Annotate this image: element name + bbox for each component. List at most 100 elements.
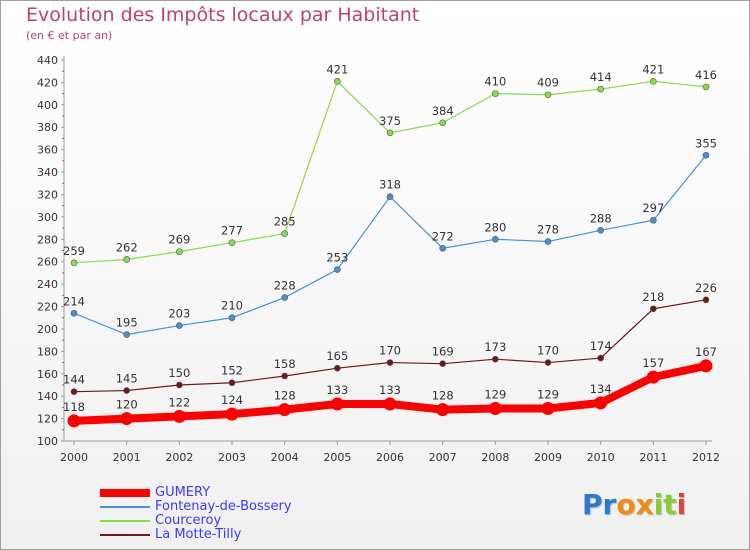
data-label: 218 [642, 290, 664, 304]
data-label: 269 [168, 233, 190, 247]
data-point [597, 227, 604, 234]
data-point [439, 360, 446, 367]
chart-title: Evolution des Impôts locaux par Habitant [26, 4, 420, 26]
logo-letter: r [602, 488, 617, 521]
data-label: 145 [116, 372, 138, 386]
data-point [228, 239, 236, 246]
x-tick-label: 2002 [165, 451, 193, 464]
data-point [123, 387, 130, 394]
data-point [172, 409, 186, 423]
y-tick-label: 440 [37, 54, 58, 67]
data-label: 167 [695, 345, 717, 359]
data-point [123, 256, 130, 263]
data-label: 169 [432, 345, 454, 359]
data-label: 228 [274, 279, 296, 293]
data-point [541, 402, 555, 416]
data-label: 144 [63, 373, 85, 387]
data-label: 409 [537, 76, 559, 90]
data-label: 128 [432, 389, 454, 403]
data-label: 253 [326, 251, 348, 265]
data-point [594, 396, 608, 410]
data-label: 285 [274, 215, 296, 229]
chart-data-labels: 259 262 269 277 285 421 375 384 410 409 414 421 416 2… [63, 62, 717, 414]
data-label: 157 [642, 356, 664, 370]
y-tick-label: 360 [37, 144, 58, 157]
data-label: 421 [326, 62, 348, 76]
x-tick-label: 2007 [429, 451, 457, 464]
y-tick-label: 380 [37, 121, 58, 134]
data-point [439, 244, 446, 252]
data-label: 152 [221, 364, 243, 378]
data-label: 129 [484, 388, 506, 402]
data-point [120, 412, 134, 426]
x-tick-label: 2003 [218, 451, 246, 464]
legend-swatch [100, 520, 150, 522]
y-tick-label: 420 [37, 76, 58, 89]
data-label: 128 [274, 389, 296, 403]
data-point [70, 309, 78, 317]
data-label: 280 [484, 220, 506, 234]
data-point [386, 359, 394, 366]
chart-subtitle: (en € et par an) [26, 29, 113, 42]
data-point [228, 314, 236, 322]
x-tick-label: 2000 [60, 451, 88, 464]
data-point [488, 402, 502, 416]
y-tick-label: 200 [37, 323, 58, 336]
data-label: 173 [484, 340, 506, 354]
proxiti-logo: Proxiti [582, 488, 686, 521]
data-label: 259 [63, 244, 85, 258]
data-point [597, 354, 604, 362]
data-point [334, 364, 341, 372]
data-label: 129 [537, 388, 559, 402]
logo-letter: t [663, 488, 677, 521]
data-label: 133 [326, 383, 348, 397]
legend-swatch [100, 534, 150, 536]
data-point [492, 90, 499, 97]
x-tick-label: 2010 [587, 451, 615, 464]
x-tick-label: 2001 [113, 451, 141, 464]
legend-label: GUMERY [155, 485, 211, 500]
data-point [228, 379, 236, 387]
logo-letter: i [653, 488, 664, 521]
data-label: 416 [695, 68, 717, 82]
data-point [439, 119, 446, 127]
x-tick-label: 2004 [271, 451, 299, 464]
data-point [544, 91, 552, 99]
data-label: 195 [116, 316, 138, 330]
y-tick-label: 320 [37, 188, 58, 201]
data-point [492, 355, 499, 363]
data-label: 288 [590, 211, 612, 225]
y-tick-label: 400 [37, 99, 58, 112]
legend-label: Courceroy [155, 513, 222, 528]
data-label: 124 [221, 393, 243, 407]
data-label: 410 [484, 75, 506, 89]
data-point [225, 407, 239, 421]
data-label: 277 [221, 224, 243, 238]
x-tick-label: 2008 [481, 451, 509, 464]
data-label: 118 [63, 400, 85, 414]
data-label: 134 [590, 382, 612, 396]
x-tick-label: 2009 [534, 451, 562, 464]
data-point [544, 359, 552, 366]
data-label: 318 [379, 178, 401, 192]
legend-label: Fontenay-de-Bossery [155, 499, 292, 514]
data-point [386, 193, 394, 201]
legend-label: La Motte-Tilly [155, 527, 242, 542]
data-point [278, 403, 292, 417]
data-label: 297 [642, 201, 664, 215]
data-point [67, 414, 81, 428]
data-point [281, 230, 288, 237]
x-tick-label: 2005 [323, 451, 351, 464]
data-label: 203 [168, 307, 190, 321]
data-label: 421 [642, 62, 664, 76]
data-point [334, 266, 341, 273]
data-label: 122 [168, 395, 190, 409]
logo-letter: i [676, 488, 687, 521]
data-point [176, 248, 183, 255]
data-label: 170 [537, 344, 559, 358]
data-point [330, 397, 344, 411]
data-point [544, 238, 552, 245]
chart-axes: 100 120 140 160 180 200 220 240 260 280 300 320 340 3… [37, 54, 720, 464]
data-point [702, 83, 710, 91]
data-point [176, 381, 183, 389]
